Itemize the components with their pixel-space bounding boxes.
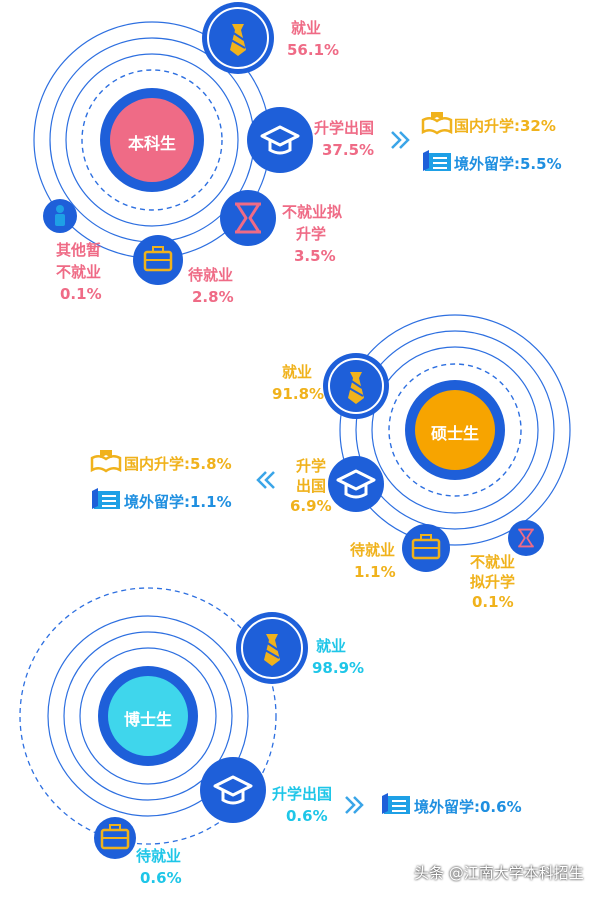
briefcase-icon (94, 817, 136, 859)
master-further-line1: 升学 (296, 457, 327, 475)
undergrad-other-line2: 不就业 (56, 263, 102, 281)
briefcase-icon (133, 235, 183, 285)
undergrad-plan-line1: 不就业拟 (282, 203, 343, 221)
master-plan-value: 0.1% (472, 593, 514, 611)
undergrad-rings (33, 21, 271, 259)
tie-icon (323, 353, 389, 419)
phd-rings (19, 587, 277, 845)
master-plan-line2: 拟升学 (470, 573, 516, 591)
undergrad-further-value: 37.5% (322, 141, 375, 159)
tie-icon (202, 2, 274, 74)
master-plan-line1: 不就业 (470, 553, 516, 571)
master-employment-label: 就业 (282, 363, 313, 381)
watermark: 头条 @江南大学本科招生 (414, 864, 584, 882)
book-open-icon (421, 110, 453, 135)
book-abroad-icon (381, 792, 411, 815)
phd-employment-label: 就业 (316, 637, 347, 655)
graduation-cap-icon (247, 107, 313, 173)
undergrad-center-label: 本科生 (127, 134, 176, 153)
person-icon (43, 199, 77, 233)
undergrad-other-value: 0.1% (60, 285, 102, 303)
phd-waiting-value: 0.6% (140, 869, 182, 887)
phd-waiting-label: 待就业 (136, 847, 182, 865)
arrow-icon (256, 470, 276, 490)
undergrad-waiting-value: 2.8% (192, 288, 234, 306)
hourglass-icon (220, 190, 276, 246)
book-abroad-icon (422, 149, 452, 172)
book-abroad-icon (91, 487, 121, 510)
phd-further-value: 0.6% (286, 807, 328, 825)
master-domestic-label: 国内升学:5.8% (124, 455, 232, 473)
master-further-line2: 出国 (296, 477, 327, 495)
undergrad-abroad-label: 境外留学:5.5% (454, 155, 562, 173)
undergrad-waiting-label: 待就业 (188, 266, 234, 284)
undergrad-domestic-label: 国内升学:32% (454, 117, 556, 135)
undergrad-further-label: 升学出国 (314, 119, 375, 137)
arrow-icon (390, 130, 410, 150)
undergrad-plan-line2: 升学 (296, 225, 327, 243)
phd-employment-value: 98.9% (312, 659, 365, 677)
graduation-cap-icon (200, 757, 266, 823)
graduation-cap-icon (328, 456, 384, 512)
phd-further-label: 升学出国 (272, 785, 333, 803)
undergrad-employment-label: 就业 (291, 19, 322, 37)
hourglass-icon (508, 520, 544, 556)
phd-abroad-label: 境外留学:0.6% (414, 798, 522, 816)
phd-center-label: 博士生 (123, 710, 172, 729)
book-open-icon (90, 448, 122, 473)
master-waiting-label: 待就业 (350, 541, 396, 559)
briefcase-icon (402, 524, 450, 572)
undergrad-plan-value: 3.5% (294, 247, 336, 265)
undergrad-employment-value: 56.1% (287, 41, 340, 59)
master-employment-value: 91.8% (272, 385, 325, 403)
arrow-icon (344, 795, 364, 815)
master-further-value: 6.9% (290, 497, 332, 515)
master-abroad-label: 境外留学:1.1% (124, 493, 232, 511)
master-center-label: 硕士生 (430, 424, 479, 443)
master-rings (339, 314, 571, 546)
tie-icon (236, 612, 308, 684)
master-waiting-value: 1.1% (354, 563, 396, 581)
undergrad-other-line1: 其他暂 (56, 241, 102, 259)
